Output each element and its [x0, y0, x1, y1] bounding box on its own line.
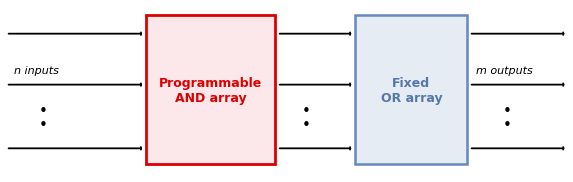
Text: Programmable
AND array: Programmable AND array [159, 77, 262, 105]
Text: m outputs: m outputs [476, 66, 532, 76]
Text: •: • [302, 104, 311, 118]
Text: •: • [38, 104, 48, 118]
Bar [146, 15, 275, 164]
Text: n inputs: n inputs [14, 66, 59, 76]
Text: Fixed
OR array: Fixed OR array [380, 77, 442, 105]
Text: •: • [503, 104, 512, 118]
Text: •: • [38, 118, 48, 133]
Text: •: • [503, 118, 512, 133]
Bar [355, 15, 467, 164]
Text: •: • [302, 118, 311, 133]
